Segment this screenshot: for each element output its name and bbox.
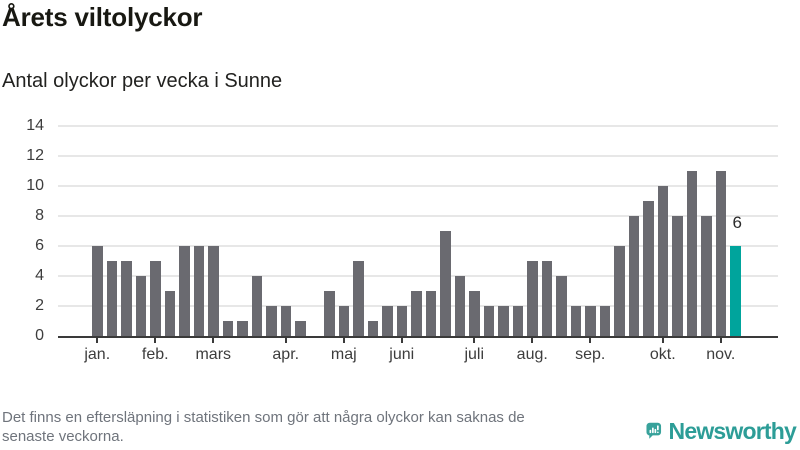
bar-week-33 — [556, 276, 567, 336]
x-tick-mark-juni — [400, 338, 403, 343]
gridline-12 — [58, 155, 778, 157]
bar-week-5 — [150, 261, 161, 336]
bar-week-8 — [193, 246, 204, 336]
x-tick-mark-mars — [212, 338, 215, 343]
x-tick-label-feb: feb. — [141, 346, 169, 363]
x-tick-mark-apr — [284, 338, 287, 343]
x-tick-mark-juli — [473, 338, 476, 343]
bar-week-44 — [715, 171, 726, 336]
bar-week-13 — [266, 306, 277, 336]
bar-week-22 — [396, 306, 407, 336]
bar-week-12 — [251, 276, 262, 336]
newsworthy-logo: Newsworthy — [646, 411, 797, 449]
bar-week-18 — [338, 306, 349, 336]
gridline-6 — [58, 245, 778, 247]
bar-week-36 — [599, 306, 610, 336]
x-tick-label-jan: jan. — [84, 346, 111, 363]
bar-week-17 — [324, 291, 335, 336]
footer-note: Det finns en eftersläpning i statistiken… — [2, 408, 632, 446]
bar-week-10 — [222, 321, 233, 336]
x-axis: jan. feb. mars apr. maj juni juli aug. sep. okt. n… — [58, 338, 778, 370]
x-tick-label-nov: nov. — [706, 346, 736, 363]
x-tick-mark-maj — [342, 338, 345, 343]
bar-week-37 — [614, 246, 625, 336]
x-tick-mark-aug — [531, 338, 534, 343]
highlight-value-label: 6 — [732, 213, 742, 232]
bar-week-6 — [164, 291, 175, 336]
x-tick-label-apr: apr. — [272, 346, 300, 363]
y-tick-label-0: 0 — [35, 327, 44, 344]
bar-week-4 — [135, 276, 146, 336]
footer-note-line-1: Det finns en eftersläpning i statistiken… — [2, 409, 525, 426]
bar-week-41 — [672, 216, 683, 336]
bar-week-23 — [411, 291, 422, 336]
bar-week-43 — [701, 216, 712, 336]
newsworthy-wordmark: Newsworthy — [668, 417, 797, 444]
bar-week-14 — [280, 306, 291, 336]
footer-note-line-2: senaste veckorna. — [2, 428, 124, 445]
bar-week-40 — [657, 186, 668, 336]
x-tick-label-juni: juni — [389, 346, 415, 363]
bar-week-30 — [512, 306, 523, 336]
y-tick-label-14: 14 — [26, 117, 44, 134]
bar-week-7 — [179, 246, 190, 336]
x-tick-label-okt: okt. — [649, 346, 676, 363]
gridline-14 — [58, 125, 778, 127]
bar-week-3 — [121, 261, 132, 336]
bar-week-28 — [483, 306, 494, 336]
newsworthy-logo-icon — [646, 422, 662, 439]
bar-week-20 — [367, 321, 378, 336]
y-tick-label-10: 10 — [26, 177, 44, 194]
bar-week-19 — [353, 261, 364, 336]
bar-week-27 — [469, 291, 480, 336]
y-tick-label-2: 2 — [35, 297, 44, 314]
x-tick-mark-jan — [96, 338, 99, 343]
y-tick-label-12: 12 — [26, 147, 44, 164]
bar-week-31 — [527, 261, 538, 336]
bar-week-26 — [454, 276, 465, 336]
highlighted-bar-week-45 — [730, 246, 741, 336]
gridline-4 — [58, 275, 778, 277]
gridline-8 — [58, 215, 778, 217]
bar-week-42 — [686, 171, 697, 336]
bar-week-9 — [208, 246, 219, 336]
bar-week-24 — [425, 291, 436, 336]
plot-area — [58, 125, 778, 338]
gridline-10 — [58, 185, 778, 187]
bar-week-38 — [628, 216, 639, 336]
x-tick-label-aug: aug. — [516, 346, 548, 363]
chart-subtitle: Antal olyckor per vecka i Sunne — [2, 70, 283, 92]
y-tick-label-6: 6 — [35, 237, 44, 254]
bar-week-25 — [440, 231, 451, 336]
bar-week-2 — [106, 261, 117, 336]
x-tick-mark-feb — [154, 338, 157, 343]
bar-week-21 — [382, 306, 393, 336]
bar-week-39 — [643, 201, 654, 336]
y-tick-label-4: 4 — [35, 267, 44, 284]
bar-week-11 — [237, 321, 248, 336]
x-tick-label-sep: sep. — [575, 346, 606, 363]
x-tick-label-maj: maj — [330, 346, 357, 363]
bar-week-15 — [295, 321, 306, 336]
bar-week-1 — [92, 246, 103, 336]
bar-week-35 — [585, 306, 596, 336]
x-tick-label-juli: juli — [464, 346, 485, 363]
x-tick-label-mars: mars — [195, 346, 232, 363]
bar-week-34 — [570, 306, 581, 336]
x-tick-mark-nov — [719, 338, 722, 343]
y-tick-label-8: 8 — [35, 207, 44, 224]
x-tick-mark-sep — [589, 338, 592, 343]
x-tick-mark-okt — [661, 338, 664, 343]
bar-week-29 — [498, 306, 509, 336]
bar-week-32 — [541, 261, 552, 336]
page-title: Årets viltolyckor — [2, 2, 203, 32]
